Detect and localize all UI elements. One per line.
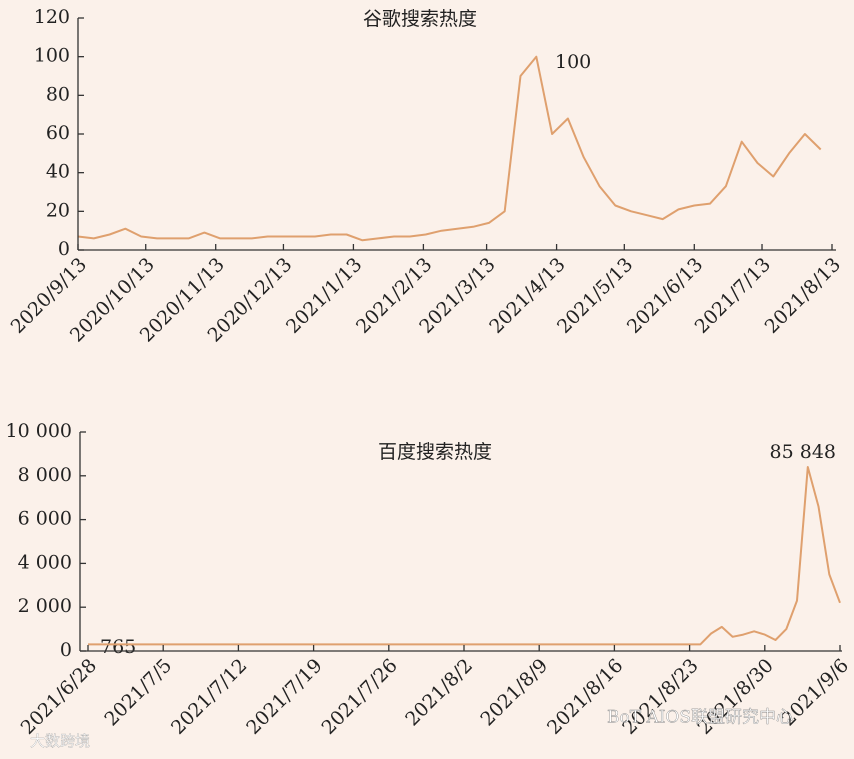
watermark: BoT AIOS联盟研究中心 xyxy=(607,708,793,728)
y-tick-label: 80 xyxy=(46,83,70,105)
x-tick-label: 2021/8/13 xyxy=(761,254,845,338)
x-tick-label: 2021/7/19 xyxy=(242,655,326,739)
x-tick-label: 2021/7/12 xyxy=(167,655,251,739)
line xyxy=(88,466,841,646)
x-tick-label: 2021/7/26 xyxy=(317,655,401,739)
line xyxy=(77,55,822,242)
x-tick-label: 2021/8/2 xyxy=(401,655,477,731)
chart-title: 谷歌搜索热度 xyxy=(363,8,477,30)
annotation: 765 xyxy=(100,636,136,658)
annotation: 85 848 xyxy=(770,441,836,463)
x-tick-label: 2021/6/28 xyxy=(17,655,101,739)
x-tick-label: 2021/8/9 xyxy=(476,655,552,731)
y-tick-label: 120 xyxy=(34,6,70,28)
y-tick-label: 0 xyxy=(60,639,72,661)
y-tick-label: 4 000 xyxy=(18,551,72,573)
y-tick-label: 8 000 xyxy=(18,464,72,486)
chart-title: 百度搜索热度 xyxy=(378,441,492,463)
y-tick-label: 0 xyxy=(58,238,70,260)
watermark: 大数跨境 xyxy=(30,732,90,750)
y-tick-label: 10 000 xyxy=(6,420,72,442)
y-tick-label: 60 xyxy=(46,122,70,144)
x-tick-label: 2021/7/5 xyxy=(100,655,176,731)
annotation: 100 xyxy=(555,51,591,73)
y-tick-label: 40 xyxy=(46,161,70,183)
y-tick-label: 6 000 xyxy=(18,508,72,530)
y-tick-label: 2 000 xyxy=(18,595,72,617)
y-tick-label: 20 xyxy=(46,199,70,221)
y-tick-label: 100 xyxy=(34,45,70,67)
